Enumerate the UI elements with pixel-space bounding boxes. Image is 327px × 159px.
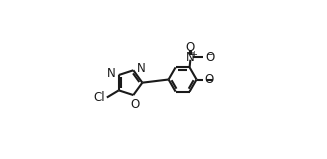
Text: +: + (190, 50, 197, 59)
Text: O: O (186, 41, 195, 54)
Text: N: N (186, 51, 195, 64)
Text: Cl: Cl (93, 91, 105, 104)
Text: N: N (137, 62, 146, 75)
Text: O: O (204, 73, 213, 86)
Text: O: O (206, 51, 215, 64)
Text: −: − (205, 49, 213, 58)
Text: N: N (107, 67, 115, 80)
Text: O: O (130, 98, 140, 111)
